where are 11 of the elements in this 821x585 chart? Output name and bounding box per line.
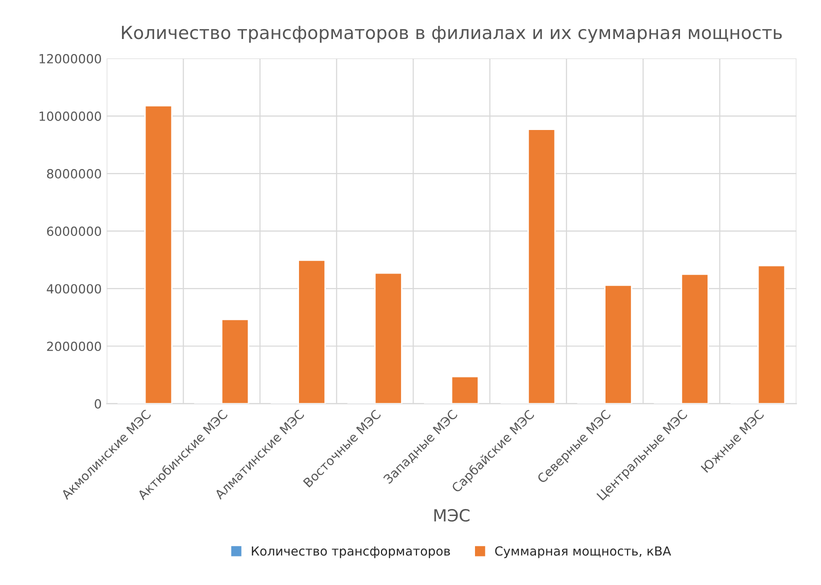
y-tick-label: 4000000 [46,284,102,294]
legend-label: Суммарная мощность, кВА [495,546,672,558]
y-tick-label: 6000000 [47,226,102,236]
y-tick-label: 8000000 [47,169,102,178]
y-tick-label: 2000000 [47,342,102,352]
y-tick-label: 10000000 [40,111,102,121]
y-tick-label: 12000000 [40,54,102,64]
x-axis-title: МЭС [434,509,470,522]
y-tick-label: 0 [94,399,102,409]
chart-title: Количество трансформаторов в филиалах и их суммарная мощность [122,26,782,43]
legend-label: Количество трансформаторов [252,546,450,558]
